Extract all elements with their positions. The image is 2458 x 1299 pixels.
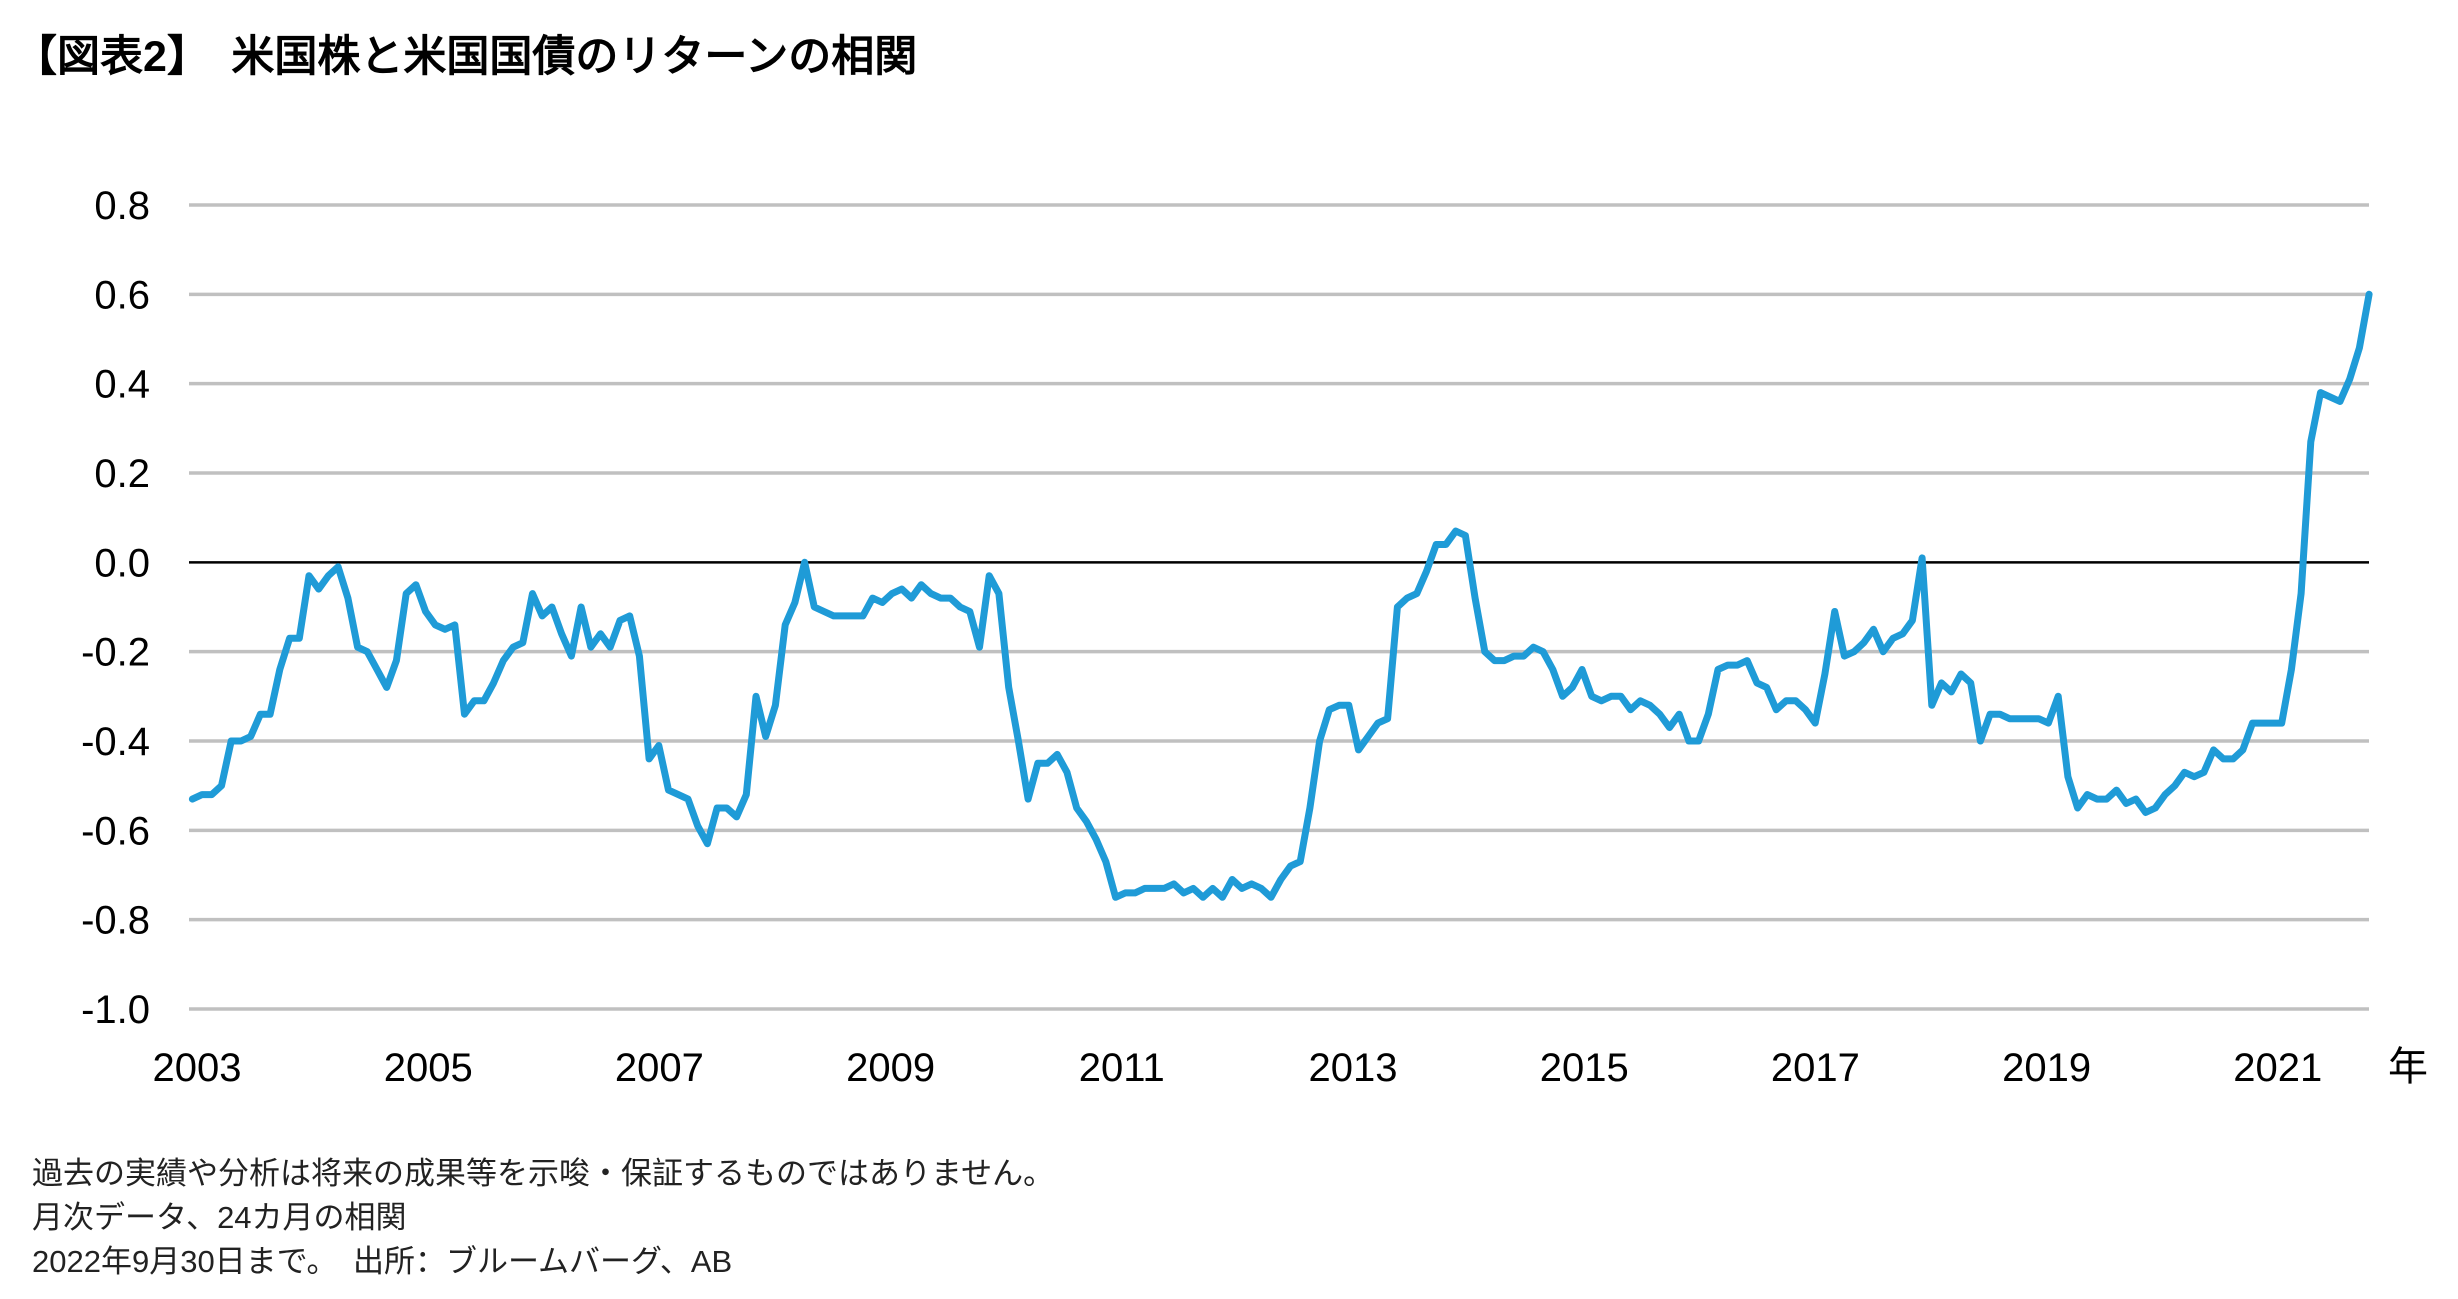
gridlines (189, 203, 2369, 1011)
y-tick-label: 0.8 (94, 184, 150, 228)
correlation-line (188, 290, 2373, 901)
footnotes: 過去の実績や分析は将来の成果等を示唆・保証するものではありません。 月次データ、… (32, 1152, 1054, 1284)
x-tick-label: 2021 (2233, 1046, 2322, 1090)
y-tick-label: -0.6 (81, 809, 150, 853)
x-tick-label: 2017 (1771, 1046, 1860, 1090)
x-axis-ticks: 2003 2005 2007 2009 2011 2013 2015 2017 2019 2021 (153, 1046, 2323, 1090)
y-tick-label: 0.0 (94, 541, 150, 585)
x-tick-label: 2009 (846, 1046, 935, 1090)
footnote-source: 2022年9月30日まで。 出所：ブルームバーグ、AB (32, 1244, 733, 1279)
x-tick-label: 2003 (153, 1046, 242, 1090)
y-tick-label: 0.4 (94, 363, 150, 407)
y-tick-label: -0.2 (81, 631, 150, 675)
series-layer (188, 290, 2373, 901)
x-tick-label: 2007 (615, 1046, 704, 1090)
y-tick-label: 0.6 (94, 273, 150, 317)
y-tick-label: 0.2 (94, 452, 150, 496)
footnote-method: 月次データ、24カ月の相関 (32, 1200, 407, 1235)
y-tick-label: -1.0 (81, 988, 150, 1032)
y-tick-label: -0.4 (81, 720, 150, 764)
chart-title: 【図表2】 米国株と米国国債のリターンの相関 (14, 33, 918, 81)
x-tick-label: 2011 (1079, 1046, 1165, 1090)
x-tick-label: 2005 (384, 1046, 473, 1090)
x-tick-label: 2019 (2002, 1046, 2091, 1090)
x-tick-label: 2013 (1309, 1046, 1398, 1090)
x-tick-label: 2015 (1540, 1046, 1629, 1090)
y-axis-ticks: 0.8 0.6 0.4 0.2 0.0 -0.2 -0.4 -0.6 -0.8 -1.0 (81, 184, 150, 1032)
x-axis-label: 年 (2388, 1045, 2428, 1089)
footnote-disclaimer: 過去の実績や分析は将来の成果等を示唆・保証するものではありません。 (32, 1156, 1055, 1191)
y-tick-label: -0.8 (81, 899, 150, 943)
